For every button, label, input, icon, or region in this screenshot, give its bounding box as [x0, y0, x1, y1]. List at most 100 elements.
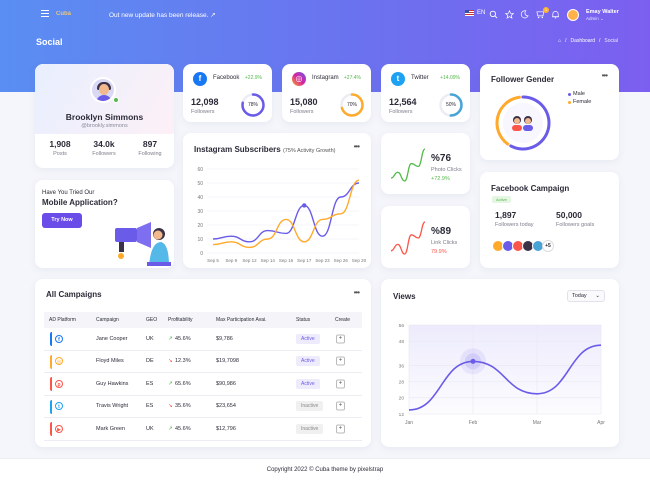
- instagram-progress-ring: [340, 93, 364, 117]
- table-row[interactable]: t Travis Wright ES ↘ 35.6% $23,654 Inactive +: [44, 396, 362, 418]
- campaign-name: Mark Green: [96, 425, 126, 432]
- link-clicks-growth: 79.9%: [431, 249, 447, 255]
- photo-clicks-card: %76 Photo Clicks +72.9%: [381, 133, 470, 194]
- male-dot-icon: [568, 92, 571, 96]
- bell-icon[interactable]: [551, 10, 560, 19]
- status-badge: Inactive: [296, 401, 324, 412]
- online-status-icon: [113, 97, 119, 103]
- views-title: Views: [393, 292, 416, 301]
- more-options-icon[interactable]: •••: [353, 288, 360, 297]
- facebook-campaign-title: Facebook Campaign: [491, 184, 570, 193]
- more-options-icon[interactable]: •••: [601, 71, 608, 80]
- views-card: Views Today ⌄ 12 20 28 36 48 56 Jan Feb Mar Apr: [381, 279, 619, 447]
- profile-stat-posts: 1,908 Posts: [49, 139, 71, 157]
- breadcrumb: ⌂ / Dashboard / Social: [558, 38, 618, 44]
- follower-gender-chart: [495, 95, 551, 151]
- x-tick-label: Feb: [469, 420, 478, 426]
- language-switcher[interactable]: EN: [465, 10, 485, 16]
- update-text: Out new update has been release.: [109, 12, 209, 19]
- create-button[interactable]: +: [336, 401, 345, 411]
- table-row[interactable]: p Guy Hawkins ES ↗ 65.6% $90,986 Active +: [44, 373, 362, 396]
- table-header: AD Platform Campaign GEO Profitability M…: [44, 312, 362, 328]
- cart-icon[interactable]: 1: [536, 7, 549, 19]
- profile-avatar[interactable]: [90, 77, 116, 103]
- logo[interactable]: Cuba: [56, 11, 71, 17]
- user-avatar[interactable]: [567, 9, 579, 21]
- campaign-geo: ES: [146, 380, 154, 387]
- y-tick-label: 40: [197, 195, 203, 201]
- cart-badge: 1: [543, 7, 549, 13]
- legend-female: Female: [568, 99, 591, 105]
- facebook-campaign-card: Facebook Campaign Active: [480, 172, 619, 268]
- user-role: Admin ⌄: [586, 16, 604, 21]
- photo-clicks-value: %76: [431, 153, 452, 164]
- x-tick-label: Sep 17: [297, 258, 312, 263]
- more-options-icon[interactable]: •••: [353, 142, 360, 151]
- trend-up-icon: ↗: [168, 380, 173, 387]
- trend-down-icon: ↘: [168, 358, 173, 365]
- date-range-select[interactable]: Today ⌄: [567, 290, 605, 302]
- megaphone-illustration: [115, 222, 171, 266]
- column-header[interactable]: Status: [296, 317, 311, 323]
- twitter-card: t Twitter +14.09% 12,564 Followers 50%: [381, 64, 470, 122]
- x-tick-label: Sep 26: [334, 258, 349, 263]
- table-row[interactable]: ▶ Mark Green UK ↗ 45.6% $12,796 Inactive +: [44, 418, 362, 441]
- social-percent: 78%: [247, 102, 258, 108]
- column-header[interactable]: Max Participation Avai.: [216, 317, 267, 323]
- campaign-profit: 35.6%: [175, 403, 191, 410]
- profile-stat-following: 897 Following: [138, 139, 162, 157]
- home-icon[interactable]: ⌂: [558, 38, 562, 44]
- y-tick-label: 60: [197, 167, 203, 173]
- column-header[interactable]: Campaign: [96, 317, 119, 323]
- column-header[interactable]: Profitability: [168, 317, 193, 323]
- twitter-icon: t: [55, 402, 63, 410]
- menu-icon[interactable]: [41, 10, 49, 18]
- social-growth: +14.09%: [440, 75, 460, 81]
- gender-male-arc: [509, 95, 551, 151]
- create-button[interactable]: +: [336, 424, 345, 434]
- platform-cell: p: [50, 377, 64, 391]
- user-name[interactable]: Emay Walter: [586, 9, 619, 15]
- x-tick-label: Sep 9: [225, 258, 237, 263]
- status-badge: Active: [296, 333, 320, 344]
- highlight-point: [470, 358, 476, 364]
- table-row[interactable]: ◎ Floyd Miles DE ↘ 12.3% $19,7098 Active +: [44, 351, 362, 373]
- platform-cell: f: [50, 332, 64, 346]
- campaign-name: Travis Wright: [96, 403, 129, 410]
- create-button[interactable]: +: [336, 356, 345, 366]
- star-icon[interactable]: [504, 9, 515, 19]
- social-name: Instagram: [312, 75, 339, 81]
- instagram-icon: ◎: [292, 72, 306, 86]
- follower-gender-title: Follower Gender: [491, 75, 555, 84]
- moon-icon[interactable]: [520, 10, 529, 19]
- more-avatars-badge[interactable]: +5: [542, 240, 554, 252]
- search-icon[interactable]: [489, 10, 498, 19]
- update-notice[interactable]: Out new update has been release. ↗: [109, 11, 216, 19]
- trend-up-icon: ↗: [168, 425, 173, 432]
- photo-clicks-growth: +72.9%: [431, 176, 450, 182]
- column-header[interactable]: Create: [335, 317, 351, 323]
- highlight-point: [302, 203, 307, 208]
- facebook-icon: f: [55, 334, 63, 343]
- social-value: 12,564: [389, 97, 417, 107]
- chevron-down-icon: ⌄: [595, 293, 600, 299]
- us-flag-icon: [465, 10, 474, 16]
- youtube-icon: ▶: [55, 424, 63, 433]
- all-campaigns-title: All Campaigns: [46, 290, 102, 299]
- twitter-icon: t: [391, 72, 405, 86]
- x-tick-label: Sep 12: [242, 258, 257, 263]
- social-name: Twitter: [411, 75, 429, 81]
- breadcrumb-dashboard[interactable]: Dashboard: [570, 38, 595, 44]
- campaign-max: $12,796: [216, 425, 236, 432]
- column-header[interactable]: AD Platform: [49, 317, 76, 323]
- try-now-button[interactable]: Try Now: [42, 213, 82, 228]
- arrow-icon: ↗: [210, 12, 216, 19]
- campaign-max: $9,786: [216, 335, 233, 342]
- column-header[interactable]: GEO: [146, 317, 158, 323]
- create-button[interactable]: +: [336, 334, 345, 344]
- table-row[interactable]: f Jane Cooper UK ↗ 45.6% $9,786 Active +: [44, 328, 362, 351]
- y-tick-label: 20: [197, 223, 203, 229]
- create-button[interactable]: +: [336, 379, 345, 389]
- social-growth: +27.4%: [343, 75, 361, 81]
- campaign-name: Floyd Miles: [96, 358, 124, 365]
